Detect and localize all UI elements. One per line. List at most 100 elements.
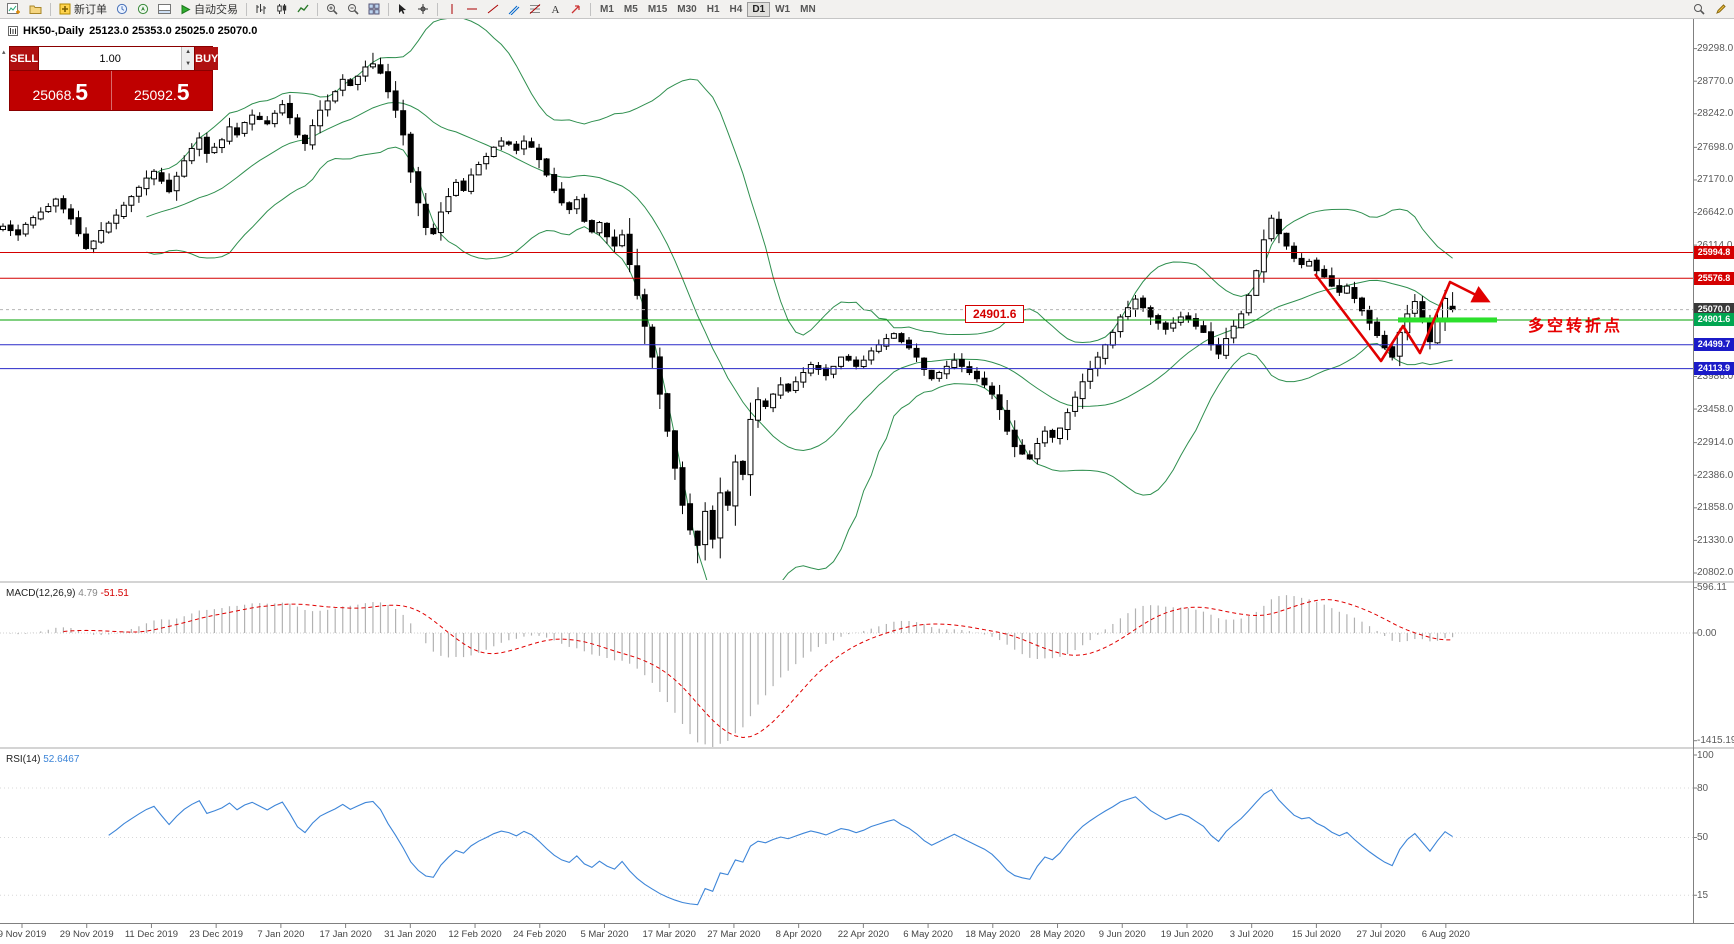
one-click-collapse-button[interactable]: ▴ xyxy=(2,49,6,56)
new-chart-icon xyxy=(7,3,20,14)
line-chart-button[interactable] xyxy=(293,1,313,18)
text-tool-button[interactable]: A xyxy=(546,1,565,18)
date-axis-label: 5 Mar 2020 xyxy=(580,929,629,940)
price-axis-badge: 24499.7 xyxy=(1694,338,1734,352)
zoom-out-button[interactable] xyxy=(343,1,363,18)
price-axis-tick: 23986.0 xyxy=(1697,370,1734,382)
new-order-icon xyxy=(59,3,71,15)
market-watch-button[interactable] xyxy=(112,1,132,18)
date-axis-label: 11 Dec 2019 xyxy=(124,929,179,940)
macd-histogram xyxy=(9,595,1454,747)
sell-button[interactable]: SELL xyxy=(10,47,39,70)
toolbar-separator xyxy=(590,2,591,16)
macd-name: MACD(12,26,9) xyxy=(6,588,76,599)
trendline-icon xyxy=(487,4,499,14)
timeframe-button-m15[interactable]: M15 xyxy=(647,3,668,15)
date-axis-label: 6 May 2020 xyxy=(903,929,953,940)
tile-windows-icon xyxy=(368,3,380,15)
date-axis-label: 9 Jun 2020 xyxy=(1098,929,1146,940)
date-axis-label: 15 Jul 2020 xyxy=(1291,929,1341,940)
date-axis-label: 29 Nov 2019 xyxy=(59,929,114,940)
rsi-axis-tick: 100 xyxy=(1697,749,1714,761)
price-axis-badge: 25576.8 xyxy=(1694,271,1734,285)
volume-box: ▲ ▼ xyxy=(38,47,196,70)
timeframe-button-m30[interactable]: M30 xyxy=(677,3,697,15)
new-order-button[interactable]: 新订单 xyxy=(55,1,111,18)
new-chart-button[interactable] xyxy=(3,1,24,18)
date-axis-label: 23 Dec 2019 xyxy=(189,929,244,940)
date-axis-label: 6 Aug 2020 xyxy=(1421,929,1470,940)
chart-ohlc: 25123.0 25353.0 25025.0 25070.0 xyxy=(89,25,258,37)
arrows-tool-button[interactable] xyxy=(566,1,586,18)
terminal-icon xyxy=(158,4,171,14)
profiles-button[interactable] xyxy=(25,1,46,18)
market-watch-icon xyxy=(116,3,128,15)
chart-symbol-period: HK50-,Daily xyxy=(23,25,85,37)
buy-price-pips: 5 xyxy=(176,79,190,105)
price-axis-tick: 22386.0 xyxy=(1697,469,1734,481)
macd-signal-value: -51.51 xyxy=(100,588,129,599)
macd-signal-line xyxy=(63,599,1453,739)
channel-tool-button[interactable] xyxy=(504,1,524,18)
crosshair-icon xyxy=(418,4,428,14)
navigator-icon xyxy=(137,3,149,15)
timeframe-button-m1[interactable]: M1 xyxy=(600,3,614,15)
profiles-icon xyxy=(29,5,42,14)
search-button[interactable] xyxy=(1689,1,1709,18)
date-axis-label: 24 Feb 2020 xyxy=(513,929,567,940)
date-axis-label: 19 Jun 2020 xyxy=(1160,929,1214,940)
sell-price[interactable]: 25068. 5 xyxy=(10,71,111,110)
timeframe-button-d1[interactable]: D1 xyxy=(747,1,771,17)
search-icon xyxy=(1694,4,1705,15)
timeframe-button-h1[interactable]: H1 xyxy=(706,3,720,15)
candle-chart-button[interactable] xyxy=(272,1,292,18)
price-axis-badge: 25994.8 xyxy=(1694,245,1734,259)
hline-tool-button[interactable] xyxy=(462,1,482,18)
macd-main-value: 4.79 xyxy=(78,588,98,599)
volume-down-button[interactable]: ▼ xyxy=(182,58,195,70)
trendline-tool-button[interactable] xyxy=(483,1,503,18)
bar-chart-button[interactable] xyxy=(251,1,271,18)
date-axis-label: 27 Mar 2020 xyxy=(707,929,761,940)
edit-button[interactable] xyxy=(1711,1,1731,18)
svg-text:A: A xyxy=(552,4,560,15)
turning-point-annotation[interactable]: 多空转折点 xyxy=(1528,318,1624,335)
cursor-icon xyxy=(399,4,406,14)
macd-axis-tick: 0.00 xyxy=(1697,627,1717,639)
cursor-tool-button[interactable] xyxy=(393,1,412,18)
price-axis-badge: 24901.6 xyxy=(1694,313,1734,327)
timeframe-button-w1[interactable]: W1 xyxy=(775,3,791,15)
toolbar-separator xyxy=(437,2,438,16)
price-axis-tick: 20802.0 xyxy=(1697,567,1734,579)
crosshair-tool-button[interactable] xyxy=(413,1,433,18)
timeframe-button-mn[interactable]: MN xyxy=(800,3,816,15)
navigator-button[interactable] xyxy=(133,1,153,18)
horizontal-level-lines[interactable] xyxy=(0,251,1693,370)
buy-price[interactable]: 25092. 5 xyxy=(110,71,213,110)
timeframe-button-m5[interactable]: M5 xyxy=(623,3,638,15)
buy-button[interactable]: BUY xyxy=(195,47,219,70)
volume-input[interactable] xyxy=(39,47,182,70)
edit-icon xyxy=(1716,4,1726,14)
toolbar-right-group xyxy=(1689,1,1731,18)
date-axis-label: 18 May 2020 xyxy=(965,929,1021,940)
zoom-in-button[interactable] xyxy=(322,1,342,18)
zigzag-annotation[interactable] xyxy=(1313,273,1491,363)
timeframe-button-h4[interactable]: H4 xyxy=(729,3,743,15)
fibonacci-tool-button[interactable] xyxy=(525,1,545,18)
date-axis-label: 27 Jul 2020 xyxy=(1356,929,1406,940)
date-axis-label: 17 Mar 2020 xyxy=(642,929,696,940)
price-axis-tick: 29298.0 xyxy=(1697,43,1734,55)
auto-trading-icon xyxy=(181,4,191,14)
vline-tool-button[interactable] xyxy=(442,1,461,18)
terminal-button[interactable] xyxy=(154,1,175,18)
price-axis-tick: 27698.0 xyxy=(1697,141,1734,153)
volume-up-button[interactable]: ▲ xyxy=(182,47,195,59)
tile-windows-button[interactable] xyxy=(364,1,384,18)
thick-green-segment[interactable] xyxy=(1398,317,1497,323)
auto-trading-button[interactable]: 自动交易 xyxy=(176,1,242,18)
rsi-value: 52.6467 xyxy=(43,754,80,765)
sell-price-main: 25068. xyxy=(32,87,76,103)
hline-price-label[interactable]: 24901.6 xyxy=(965,305,1025,323)
